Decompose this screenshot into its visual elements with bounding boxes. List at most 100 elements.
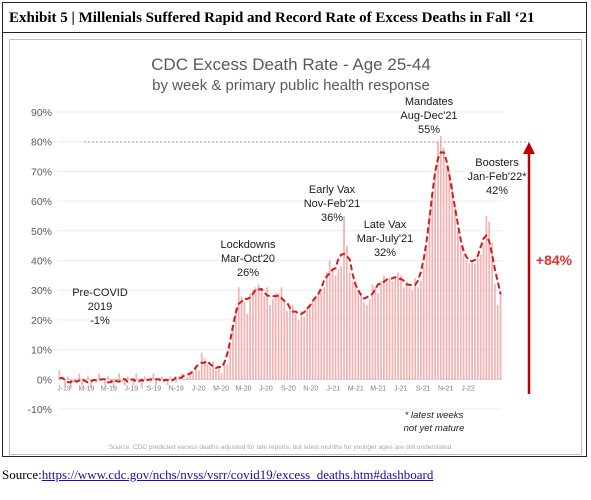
weekly-bar <box>442 147 445 380</box>
x-tick-label: J-19 <box>125 385 139 392</box>
weekly-bar <box>351 281 354 380</box>
weekly-bar <box>494 284 496 380</box>
x-tick-label: S-21 <box>416 385 431 392</box>
weekly-bar <box>311 302 314 380</box>
weekly-bar <box>274 293 277 380</box>
source-link[interactable]: https://www.cdc.gov/nchs/nvss/vsrr/covid… <box>41 467 434 482</box>
exhibit-title: Exhibit 5 | Millenials Suffered Rapid an… <box>3 3 586 33</box>
weekly-bar <box>257 284 260 380</box>
weekly-bar <box>254 287 257 380</box>
weekly-bar <box>320 290 323 380</box>
weekly-bar <box>360 296 362 380</box>
weekly-bar <box>437 141 439 380</box>
weekly-bar <box>303 316 306 380</box>
weekly-bar <box>468 263 471 380</box>
weekly-bar <box>422 266 425 380</box>
weekly-bar <box>380 281 382 380</box>
x-tick-label: J-22 <box>461 385 475 392</box>
weekly-bar <box>346 245 348 380</box>
annotation-line: Nov-Feb'21 <box>304 198 361 210</box>
annotation-line: 2019 <box>88 301 112 313</box>
weekly-bar <box>291 305 294 380</box>
weekly-bar <box>183 379 186 380</box>
weekly-bar <box>420 281 422 380</box>
weekly-bar <box>169 376 172 380</box>
weekly-bar <box>72 379 75 383</box>
weekly-bar <box>371 284 374 380</box>
weekly-bar <box>414 278 417 380</box>
weekly-bar <box>294 313 297 380</box>
weekly-bar <box>337 269 340 380</box>
weekly-bar <box>328 260 331 380</box>
x-tick-label: M-21 <box>370 385 386 392</box>
x-tick-label: J-21 <box>327 385 341 392</box>
weekly-bar <box>462 254 465 380</box>
weekly-bar <box>235 308 237 380</box>
y-tick-label: 30% <box>31 285 52 297</box>
weekly-bar <box>402 287 405 380</box>
weekly-bar <box>277 296 280 380</box>
annotation-line: 26% <box>237 267 259 279</box>
weekly-bar <box>212 361 214 380</box>
annotation-line: Early Vax <box>309 184 356 196</box>
weekly-bar <box>368 299 371 380</box>
annotation-line: Jan-Feb'22* <box>468 171 528 183</box>
weekly-bar <box>152 373 155 380</box>
x-tick-label: J-19 <box>57 385 71 392</box>
growth-arrow <box>84 141 535 394</box>
weekly-bar <box>166 379 169 386</box>
weekly-bar <box>309 305 311 380</box>
weekly-bar <box>155 379 158 386</box>
weekly-bar <box>229 343 232 380</box>
weekly-bar <box>178 376 180 380</box>
weekly-bar <box>186 376 189 380</box>
growth-arrow-head <box>523 142 535 154</box>
weekly-bar <box>417 287 419 380</box>
weekly-bar <box>425 245 428 380</box>
x-tick-label: M-21 <box>348 385 364 392</box>
y-tick-label: 0% <box>37 374 52 386</box>
x-axis-tick-labels: J-19 M-19 M-19 J-19 S-19 N-19 J-20 M-20 M-20 J-20… <box>57 385 475 392</box>
weekly-bar <box>240 296 243 380</box>
weekly-bar <box>471 260 473 380</box>
weekly-bar <box>454 207 456 380</box>
weekly-bar <box>232 325 234 380</box>
weekly-bar <box>141 379 143 389</box>
weekly-bar <box>306 308 308 380</box>
weekly-bar <box>75 379 78 380</box>
y-tick-label: -10% <box>27 404 52 416</box>
weekly-bar <box>496 305 499 380</box>
weekly-bar <box>149 379 152 383</box>
weekly-bar <box>465 260 468 380</box>
weekly-bar <box>135 373 138 380</box>
weekly-bar <box>388 278 391 380</box>
annotation-line: Mar-Oct'20 <box>221 253 275 265</box>
chart-frame: CDC Excess Death Rate - Age 25-44 by wee… <box>9 39 582 455</box>
weekly-bar <box>334 275 337 380</box>
x-tick-label: J-21 <box>394 385 408 392</box>
annotation-line: Aug-Dec'21 <box>400 110 457 122</box>
chart-subtitle: by week & primary public health response <box>152 77 430 94</box>
weekly-bar <box>200 352 203 380</box>
annotation-line: 55% <box>418 124 440 136</box>
weekly-bar <box>326 272 328 380</box>
x-tick-label: M-19 <box>78 385 94 392</box>
weekly-bar <box>428 215 431 380</box>
weekly-bar <box>457 230 459 380</box>
weekly-bar <box>411 290 414 380</box>
weekly-bar <box>112 379 115 389</box>
weekly-bar <box>488 221 491 380</box>
exhibit-panel: Exhibit 5 | Millenials Suffered Rapid an… <box>2 2 587 457</box>
weekly-bar <box>220 373 223 380</box>
weekly-bar <box>297 319 300 380</box>
weekly-bar <box>189 370 192 380</box>
weekly-bar <box>192 373 195 380</box>
weekly-bar <box>126 376 129 380</box>
weekly-bar <box>69 379 72 389</box>
weekly-bar <box>448 171 451 380</box>
annotation-layer: Pre-COVID 2019 -1% Lockdowns Mar-Oct'20 26% Ea… <box>72 96 527 327</box>
weekly-bar <box>283 302 286 380</box>
weekly-bar <box>383 275 385 380</box>
weekly-bar <box>474 263 476 380</box>
weekly-bar <box>394 278 397 380</box>
